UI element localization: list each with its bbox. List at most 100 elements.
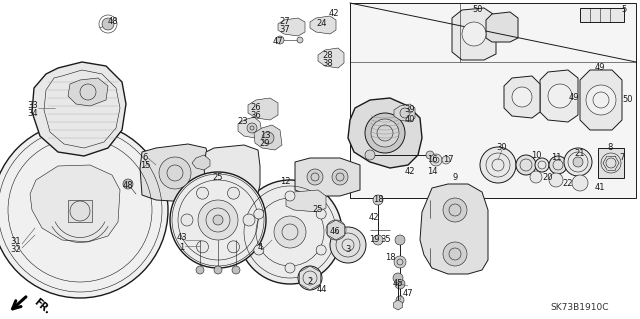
Text: 12: 12: [280, 177, 291, 187]
Polygon shape: [327, 220, 345, 240]
Polygon shape: [350, 3, 636, 198]
Text: SK73B1910C: SK73B1910C: [551, 303, 609, 313]
Circle shape: [572, 175, 588, 191]
Polygon shape: [452, 8, 496, 60]
Text: 48: 48: [123, 181, 133, 189]
Circle shape: [247, 123, 257, 133]
Text: 42: 42: [369, 213, 380, 222]
Text: 14: 14: [427, 167, 437, 176]
Circle shape: [285, 191, 295, 201]
Circle shape: [548, 84, 572, 108]
Circle shape: [365, 113, 405, 153]
Text: 31: 31: [11, 238, 21, 247]
Text: 6: 6: [142, 152, 148, 161]
Circle shape: [535, 158, 549, 172]
Polygon shape: [394, 104, 415, 122]
Circle shape: [254, 245, 264, 255]
Text: 5: 5: [621, 5, 627, 14]
Circle shape: [371, 119, 399, 147]
Circle shape: [549, 173, 563, 187]
Text: 21: 21: [575, 150, 585, 159]
Text: 33: 33: [28, 100, 38, 109]
Text: 47: 47: [403, 290, 413, 299]
Polygon shape: [300, 266, 321, 290]
Circle shape: [181, 214, 193, 226]
Circle shape: [462, 22, 486, 46]
Circle shape: [530, 171, 542, 183]
Circle shape: [373, 235, 383, 245]
Circle shape: [285, 263, 295, 273]
Text: 50: 50: [623, 95, 633, 105]
Circle shape: [170, 172, 266, 268]
Text: 42: 42: [329, 10, 339, 19]
Circle shape: [395, 279, 405, 289]
Polygon shape: [486, 12, 518, 42]
Text: 17: 17: [443, 155, 453, 165]
Circle shape: [227, 187, 239, 199]
Circle shape: [326, 220, 346, 240]
Polygon shape: [140, 144, 210, 202]
Text: 29: 29: [260, 138, 270, 147]
Circle shape: [430, 154, 442, 166]
Circle shape: [198, 200, 238, 240]
Polygon shape: [68, 78, 108, 106]
Circle shape: [564, 148, 592, 176]
Circle shape: [214, 266, 222, 274]
Text: 25: 25: [212, 173, 223, 182]
Text: 24: 24: [317, 19, 327, 28]
Circle shape: [0, 122, 168, 298]
Circle shape: [549, 156, 567, 174]
Text: 2: 2: [307, 277, 312, 286]
Circle shape: [365, 150, 375, 160]
Polygon shape: [32, 62, 126, 156]
Circle shape: [443, 242, 467, 266]
Text: 35: 35: [381, 235, 391, 244]
Text: 23: 23: [237, 117, 248, 127]
Text: 27: 27: [280, 18, 291, 26]
Polygon shape: [286, 190, 326, 212]
Circle shape: [307, 169, 323, 185]
Text: 45: 45: [393, 279, 403, 288]
Circle shape: [196, 187, 209, 199]
Polygon shape: [254, 125, 282, 150]
Circle shape: [227, 241, 239, 253]
Circle shape: [330, 227, 366, 263]
Circle shape: [516, 155, 536, 175]
Text: 30: 30: [497, 144, 508, 152]
Circle shape: [238, 180, 342, 284]
Circle shape: [480, 147, 516, 183]
Text: 9: 9: [452, 174, 458, 182]
Circle shape: [196, 241, 209, 253]
Polygon shape: [204, 145, 260, 196]
Text: 8: 8: [607, 144, 612, 152]
Circle shape: [393, 273, 403, 283]
Circle shape: [274, 216, 306, 248]
Polygon shape: [504, 76, 540, 118]
Text: 7: 7: [620, 153, 625, 162]
Polygon shape: [238, 117, 262, 138]
Circle shape: [426, 151, 434, 159]
Circle shape: [297, 37, 303, 43]
Text: 19: 19: [369, 235, 380, 244]
Text: 43: 43: [177, 234, 188, 242]
Circle shape: [213, 215, 223, 225]
Text: 18: 18: [372, 196, 383, 204]
Circle shape: [573, 157, 583, 167]
Text: 4: 4: [257, 243, 262, 253]
Text: 39: 39: [404, 106, 415, 115]
Polygon shape: [192, 155, 210, 170]
Text: 1: 1: [179, 242, 184, 251]
Polygon shape: [278, 18, 305, 36]
Text: 48: 48: [108, 18, 118, 26]
Text: 47: 47: [273, 38, 284, 47]
Circle shape: [254, 209, 264, 219]
Text: 10: 10: [531, 152, 541, 160]
Circle shape: [316, 209, 326, 219]
Text: 49: 49: [595, 63, 605, 72]
Circle shape: [102, 18, 114, 30]
Polygon shape: [248, 98, 278, 120]
Polygon shape: [420, 184, 488, 274]
Circle shape: [396, 296, 404, 304]
Circle shape: [298, 266, 322, 290]
Text: 36: 36: [251, 110, 261, 120]
